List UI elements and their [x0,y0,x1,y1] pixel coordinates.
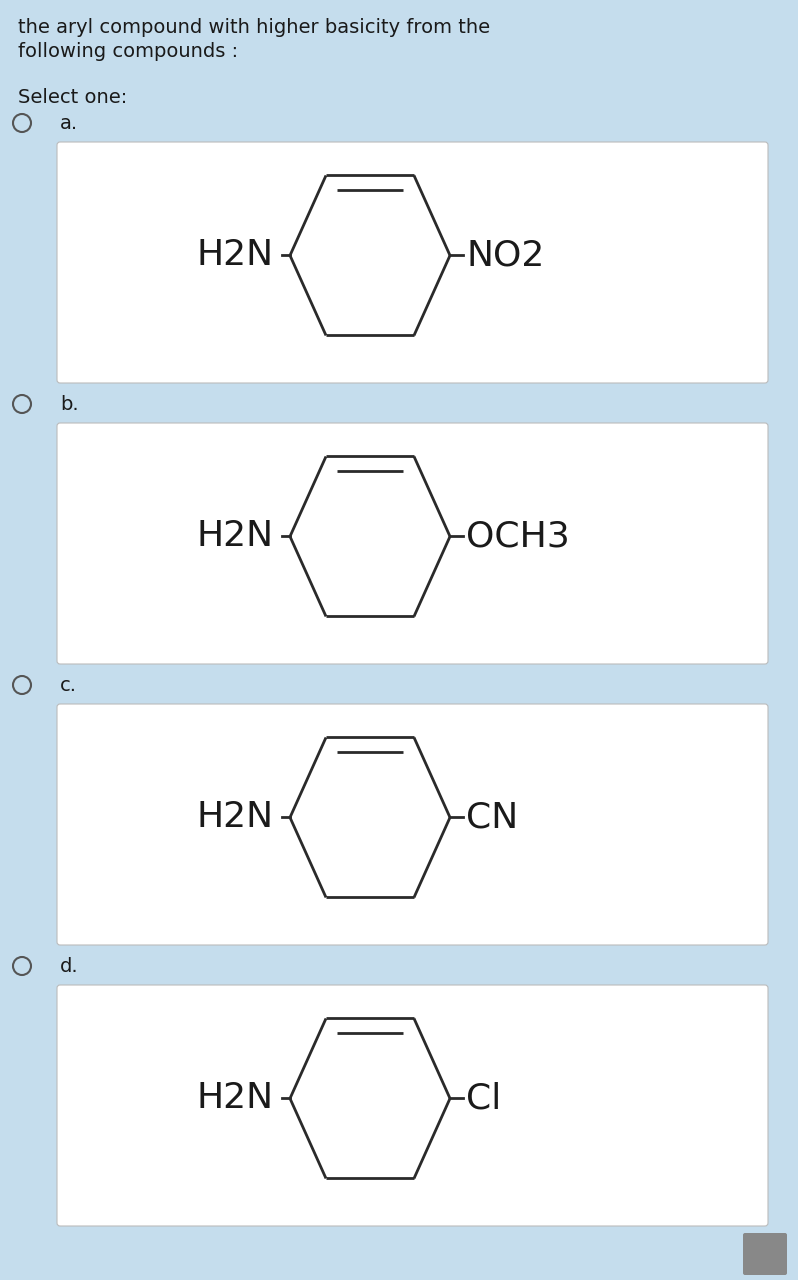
Text: CN: CN [466,800,518,835]
FancyBboxPatch shape [57,704,768,945]
FancyBboxPatch shape [57,142,768,383]
Text: b.: b. [60,394,79,413]
Text: the aryl compound with higher basicity from the: the aryl compound with higher basicity f… [18,18,490,37]
Text: Cl: Cl [466,1082,501,1115]
FancyBboxPatch shape [57,422,768,664]
Text: a.: a. [60,114,78,133]
Text: NO2: NO2 [466,238,544,273]
Text: c.: c. [60,676,77,695]
Text: H2N: H2N [197,800,274,835]
Text: OCH3: OCH3 [466,520,570,553]
Text: d.: d. [60,956,79,975]
Text: H2N: H2N [197,1082,274,1115]
Text: H2N: H2N [197,238,274,273]
FancyBboxPatch shape [743,1233,787,1275]
Text: H2N: H2N [197,520,274,553]
Text: following compounds :: following compounds : [18,42,238,61]
Text: Select one:: Select one: [18,88,127,108]
FancyBboxPatch shape [57,986,768,1226]
